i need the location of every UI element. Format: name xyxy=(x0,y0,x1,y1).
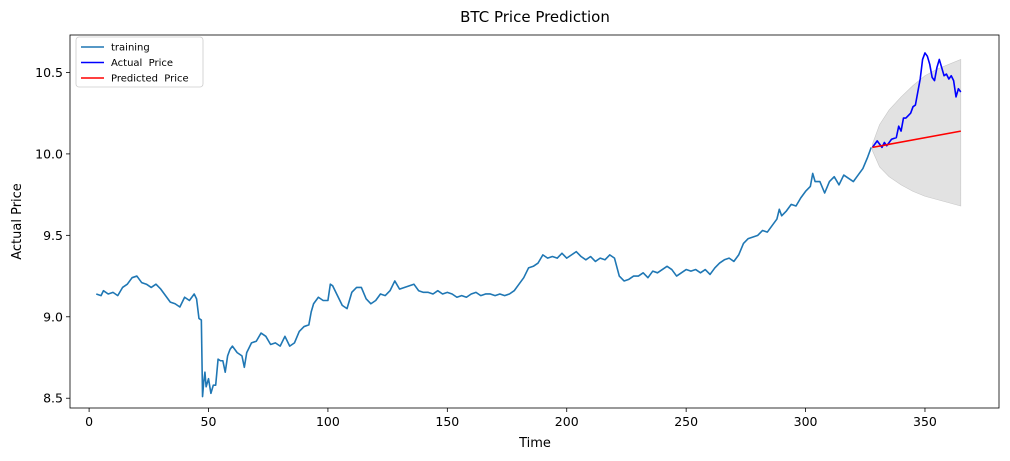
x-tick-label: 200 xyxy=(555,414,579,429)
plot-frame xyxy=(69,34,1000,409)
series-line-2 xyxy=(872,130,961,149)
legend: training Actual Price Predicted Price xyxy=(75,36,204,88)
legend-label: Actual Price xyxy=(111,58,173,69)
x-axis-label: Time xyxy=(518,436,551,451)
series-line-0 xyxy=(96,147,872,398)
x-tick-label: 50 xyxy=(201,414,217,429)
y-tick-label: 8.5 xyxy=(43,391,63,406)
legend-label: Predicted Price xyxy=(111,74,189,85)
confidence-band-layer xyxy=(872,58,962,207)
y-tick-label: 9.5 xyxy=(43,228,63,243)
y-axis-ticks: 8.5 9.0 9.5 10.0 10.5 xyxy=(35,65,70,406)
x-tick-label: 250 xyxy=(674,414,698,429)
x-axis-ticks: 0 50 100 150 200 250 300 350 xyxy=(85,408,937,429)
x-tick-label: 150 xyxy=(435,414,459,429)
x-tick-label: 300 xyxy=(794,414,818,429)
x-tick-label: 350 xyxy=(913,414,937,429)
chart-title: BTC Price Prediction xyxy=(460,8,610,26)
series-layer xyxy=(96,52,962,398)
legend-box xyxy=(75,36,204,88)
legend-label: training xyxy=(111,43,150,54)
x-tick-label: 100 xyxy=(316,414,340,429)
y-tick-label: 10.0 xyxy=(35,146,63,161)
y-tick-label: 9.0 xyxy=(43,309,63,324)
confidence-band xyxy=(872,58,962,207)
x-tick-label: 0 xyxy=(85,414,93,429)
series-line-1 xyxy=(871,52,962,149)
y-axis-label: Actual Price xyxy=(10,183,25,260)
y-tick-label: 10.5 xyxy=(35,65,63,80)
